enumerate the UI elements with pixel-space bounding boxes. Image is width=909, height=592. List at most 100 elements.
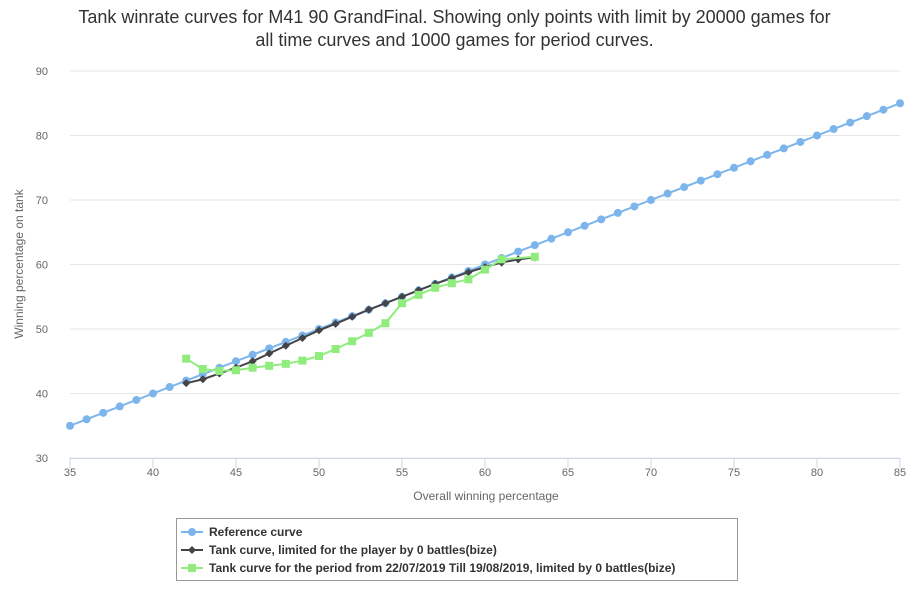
x-tick-label: 70 — [645, 467, 657, 479]
data-point — [547, 234, 556, 243]
x-tick-label: 60 — [479, 467, 491, 479]
data-point — [514, 247, 523, 256]
data-point — [198, 364, 207, 373]
data-point — [364, 328, 373, 337]
y-tick-label: 90 — [36, 66, 48, 78]
legend-label-tank-curve: Tank curve, limited for the player by 0 … — [209, 543, 497, 557]
data-point — [198, 375, 207, 384]
data-point — [746, 157, 755, 166]
x-tick-label: 85 — [894, 467, 906, 479]
legend-item-reference[interactable]: Reference curve — [181, 522, 302, 542]
tick-labels: 30 40 50 60 70 80 90 35 40 45 50 55 60 65 70 75 80 85 — [36, 66, 906, 479]
data-point — [862, 112, 871, 121]
data-point — [647, 196, 655, 204]
data-point — [829, 125, 838, 134]
y-tick-label: 70 — [36, 195, 48, 207]
data-point — [879, 105, 888, 114]
x-tick-label: 35 — [64, 467, 76, 479]
data-point — [364, 305, 373, 314]
data-point — [265, 349, 274, 358]
data-point — [115, 402, 124, 411]
data-point — [298, 356, 307, 365]
data-point — [497, 255, 506, 264]
data-point — [464, 275, 473, 284]
y-axis-title: Winning percentage on tank — [12, 188, 26, 338]
data-point — [331, 344, 340, 353]
data-point — [182, 379, 191, 388]
y-tick-label: 50 — [36, 324, 48, 336]
data-point — [265, 344, 274, 353]
series-3 — [182, 252, 539, 375]
data-point — [796, 137, 805, 146]
data-point — [215, 366, 224, 375]
data-point — [896, 99, 904, 108]
chart-title: Tank winrate curves for M41 90 GrandFina… — [0, 6, 909, 52]
y-tick-label: 80 — [36, 131, 48, 143]
data-point — [281, 341, 290, 350]
data-point — [663, 189, 672, 198]
data-point — [348, 312, 357, 321]
data-point — [232, 366, 240, 375]
data-point — [66, 421, 74, 430]
data-point — [530, 241, 539, 250]
data-point — [248, 363, 257, 372]
legend-square-marker-icon — [181, 564, 203, 572]
data-point — [331, 319, 340, 328]
data-point — [165, 383, 174, 392]
data-point — [580, 221, 589, 230]
x-tick-label: 40 — [147, 467, 159, 479]
x-axis — [69, 458, 901, 468]
data-point — [315, 326, 323, 335]
data-point — [779, 144, 788, 153]
data-point — [248, 350, 257, 359]
legend-label-reference: Reference curve — [209, 525, 303, 539]
x-tick-label: 50 — [313, 467, 325, 479]
data-point — [813, 131, 821, 140]
legend-diamond-marker-icon — [181, 546, 203, 554]
legend-label-period-curve: Tank curve for the period from 22/07/201… — [209, 561, 676, 575]
x-tick-label: 80 — [811, 467, 823, 479]
data-point — [464, 268, 473, 277]
data-point — [431, 283, 440, 292]
x-axis-title: Overall winning percentage — [413, 489, 559, 503]
data-point — [398, 299, 406, 308]
chart-title-line-1: Tank winrate curves for M41 90 GrandFina… — [78, 7, 831, 27]
chart-title-line-2: all time curves and 1000 games for perio… — [255, 30, 654, 50]
legend-item-period-curve[interactable]: Tank curve for the period from 22/07/201… — [181, 558, 675, 578]
data-point — [232, 357, 240, 366]
data-point — [265, 361, 274, 370]
data-point — [713, 170, 722, 179]
legend-item-tank-curve[interactable]: Tank curve, limited for the player by 0 … — [181, 540, 497, 560]
data-point — [680, 183, 689, 192]
data-point — [99, 408, 108, 417]
y-tick-label: 30 — [36, 453, 48, 465]
y-tick-label: 40 — [36, 389, 48, 401]
data-point — [149, 389, 157, 398]
legend-circle-marker-icon — [181, 528, 203, 536]
data-point — [564, 228, 572, 237]
data-point — [281, 359, 290, 368]
data-point — [298, 334, 307, 343]
data-point — [447, 279, 456, 288]
data-point — [182, 354, 191, 363]
data-point — [846, 118, 855, 127]
data-point — [597, 215, 606, 224]
x-tick-label: 45 — [230, 467, 242, 479]
y-tick-label: 60 — [36, 260, 48, 272]
data-point — [613, 208, 622, 217]
data-point — [530, 252, 539, 261]
chart-plot: 30 40 50 60 70 80 90 35 40 45 50 55 60 65 70 75 80 85 Ove… — [12, 66, 906, 503]
data-point — [132, 395, 141, 404]
data-point — [381, 299, 390, 308]
x-tick-label: 65 — [562, 467, 574, 479]
data-point — [730, 163, 738, 172]
data-point — [82, 415, 91, 424]
series-line — [185, 256, 535, 385]
data-point — [348, 337, 357, 346]
data-point — [398, 292, 406, 301]
series-layer — [66, 99, 904, 430]
data-point — [381, 319, 390, 328]
legend: Reference curve Tank curve, limited for … — [176, 518, 738, 581]
data-point — [696, 176, 705, 185]
data-point — [763, 150, 772, 159]
